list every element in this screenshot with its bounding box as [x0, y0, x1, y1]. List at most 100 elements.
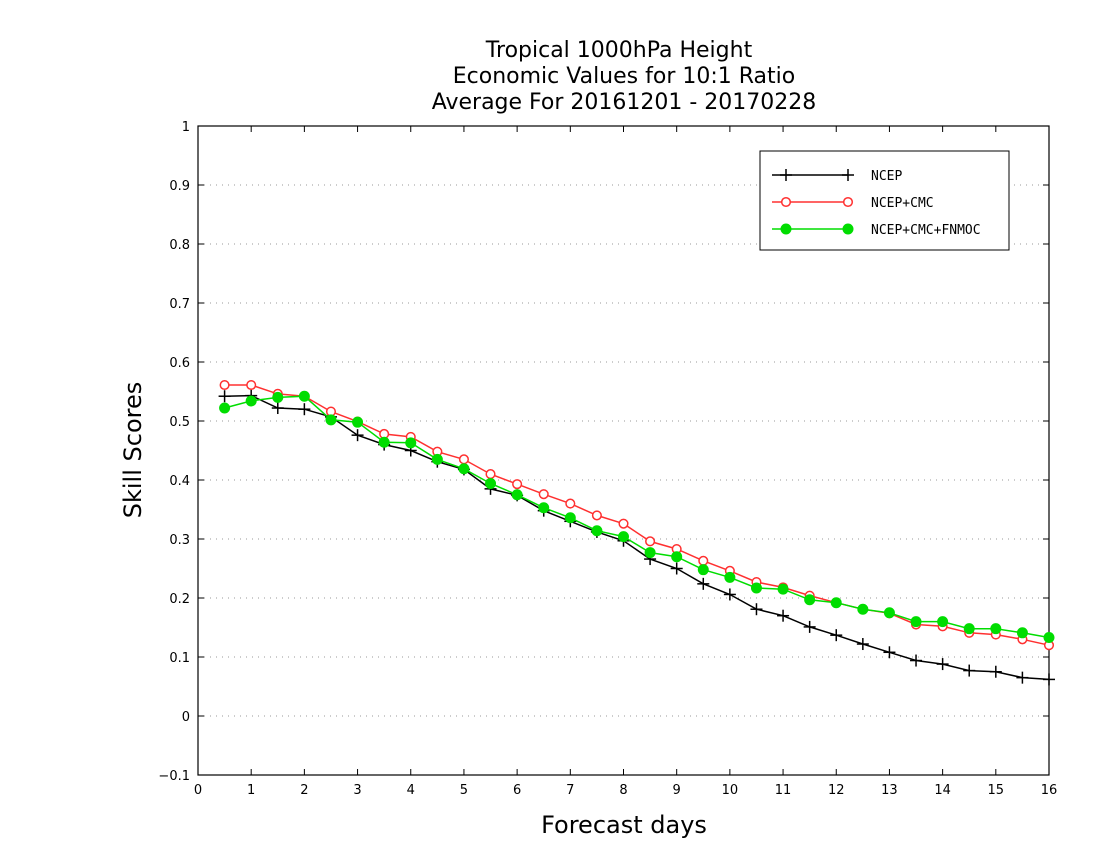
chart-title-line-1: Tropical 1000hPa Height — [485, 38, 753, 63]
y-tick-label: 0.1 — [169, 651, 190, 666]
data-point-ncep-cmc — [538, 489, 549, 500]
data-point-ncep-cmc-fnmoc — [750, 582, 762, 594]
x-tick-label: 15 — [988, 783, 1005, 798]
data-point-ncep-cmc — [565, 498, 576, 509]
series-line-ncep-cmc-fnmoc — [224, 395, 1050, 639]
data-point-ncep — [750, 603, 763, 616]
x-tick-label: 10 — [722, 783, 739, 798]
legend-entry-ncep: NCEP — [772, 169, 902, 184]
data-point-ncep — [803, 620, 816, 633]
data-point-ncep — [697, 577, 710, 590]
legend: NCEP NCEP+CMC NCEP+CMC+FNMOC — [759, 150, 1010, 251]
x-tick-label: 16 — [1041, 783, 1058, 798]
data-point-ncep-cmc-fnmoc — [990, 623, 1002, 635]
data-point-ncep-cmc-fnmoc — [963, 623, 975, 635]
x-tick-label: 7 — [566, 783, 574, 798]
data-point-ncep-cmc-fnmoc — [1043, 632, 1055, 644]
y-tick-label: 1 — [182, 120, 190, 135]
legend-entry-ncep-cmc: NCEP+CMC — [772, 196, 934, 211]
data-point-ncep — [777, 609, 790, 622]
data-point-ncep-cmc-fnmoc — [777, 583, 789, 595]
data-point-ncep-cmc-fnmoc — [883, 607, 895, 619]
axes: −0.100.10.20.30.40.50.60.70.80.910 1 2 3 4 5 6… — [158, 120, 1057, 798]
series-line-ncep-cmc — [224, 384, 1050, 646]
data-point-ncep-cmc-fnmoc — [697, 564, 709, 576]
series-layer — [218, 379, 1055, 686]
data-point-ncep-cmc-fnmoc — [485, 478, 497, 490]
data-point-ncep-cmc-fnmoc — [352, 416, 364, 428]
data-point-ncep-cmc-fnmoc — [538, 502, 550, 514]
data-point-ncep-cmc — [618, 518, 629, 529]
series-ncep-cmc-fnmoc — [219, 390, 1055, 644]
data-point-ncep — [351, 429, 364, 442]
data-point-ncep-cmc-fnmoc — [272, 391, 284, 403]
chart-title-line-2: Economic Values for 10:1 Ratio — [453, 64, 795, 89]
data-point-ncep-cmc — [485, 469, 496, 480]
data-point-ncep-cmc-fnmoc — [219, 402, 231, 414]
y-tick-label: 0.2 — [169, 592, 190, 607]
x-tick-label: 9 — [673, 783, 681, 798]
y-tick-label: 0.4 — [169, 474, 190, 489]
legend-label: NCEP+CMC+FNMOC — [871, 223, 981, 238]
y-tick-label: 0.3 — [169, 533, 190, 548]
data-point-ncep — [218, 390, 231, 403]
data-point-ncep — [271, 402, 284, 415]
y-tick-label: −0.1 — [158, 769, 190, 784]
data-point-ncep-cmc-fnmoc — [511, 489, 523, 501]
data-point-ncep-cmc — [645, 536, 656, 547]
y-tick-label: 0.6 — [169, 356, 190, 371]
data-point-ncep-cmc-fnmoc — [618, 531, 629, 543]
data-point-ncep — [883, 646, 896, 659]
x-tick-label: 12 — [828, 783, 845, 798]
data-point-ncep-cmc-fnmoc — [325, 414, 337, 426]
data-point-ncep-cmc — [698, 555, 709, 566]
data-point-ncep-cmc-fnmoc — [245, 395, 257, 407]
chart-title-line-3: Average For 20161201 - 20170228 — [432, 90, 817, 115]
x-tick-label: 4 — [407, 783, 415, 798]
y-tick-label: 0.8 — [169, 238, 190, 253]
grid — [198, 184, 1049, 717]
y-tick-label: 0 — [182, 710, 190, 725]
data-point-ncep — [910, 654, 923, 667]
data-point-ncep-cmc-fnmoc — [724, 571, 736, 583]
x-tick-label: 11 — [775, 783, 792, 798]
y-tick-label: 0.9 — [169, 179, 190, 194]
data-point-ncep-cmc-fnmoc — [564, 512, 576, 524]
y-tick-label: 0.5 — [169, 415, 190, 430]
data-point-ncep-cmc — [246, 379, 257, 391]
legend-marker — [842, 169, 854, 181]
y-tick-label: 0.7 — [169, 297, 190, 312]
data-point-ncep-cmc — [512, 479, 523, 490]
data-point-ncep — [830, 629, 843, 642]
data-point-ncep-cmc-fnmoc — [431, 453, 443, 465]
data-point-ncep-cmc-fnmoc — [591, 525, 603, 537]
data-point-ncep — [936, 658, 949, 671]
legend-entry-ncep-cmc-fnmoc: NCEP+CMC+FNMOC — [772, 223, 981, 238]
series-ncep — [218, 389, 1055, 686]
data-point-ncep — [989, 665, 1002, 678]
legend-marker — [842, 223, 854, 235]
x-tick-label: 14 — [934, 783, 951, 798]
series-line-ncep — [224, 394, 1050, 681]
data-point-ncep — [723, 588, 736, 601]
plot-frame — [197, 125, 1050, 776]
data-point-ncep-cmc-fnmoc — [644, 547, 656, 559]
x-tick-label: 13 — [881, 783, 898, 798]
data-point-ncep — [298, 403, 311, 416]
data-point-ncep-cmc-fnmoc — [458, 463, 470, 475]
legend-box — [759, 150, 1010, 251]
data-point-ncep — [856, 638, 869, 651]
legend-marker — [780, 169, 792, 181]
x-tick-label: 8 — [619, 783, 627, 798]
data-point-ncep-cmc-fnmoc — [671, 551, 683, 563]
x-tick-label: 3 — [353, 783, 361, 798]
data-point-ncep-cmc — [219, 379, 230, 391]
y-axis-label: Skill Scores — [119, 382, 147, 519]
data-point-ncep-cmc — [458, 454, 469, 465]
x-tick-label: 0 — [194, 783, 202, 798]
legend-label: NCEP+CMC — [871, 196, 934, 211]
legend-marker — [842, 196, 854, 208]
x-axis-label: Forecast days — [541, 811, 707, 839]
data-point-ncep-cmc-fnmoc — [804, 594, 816, 606]
